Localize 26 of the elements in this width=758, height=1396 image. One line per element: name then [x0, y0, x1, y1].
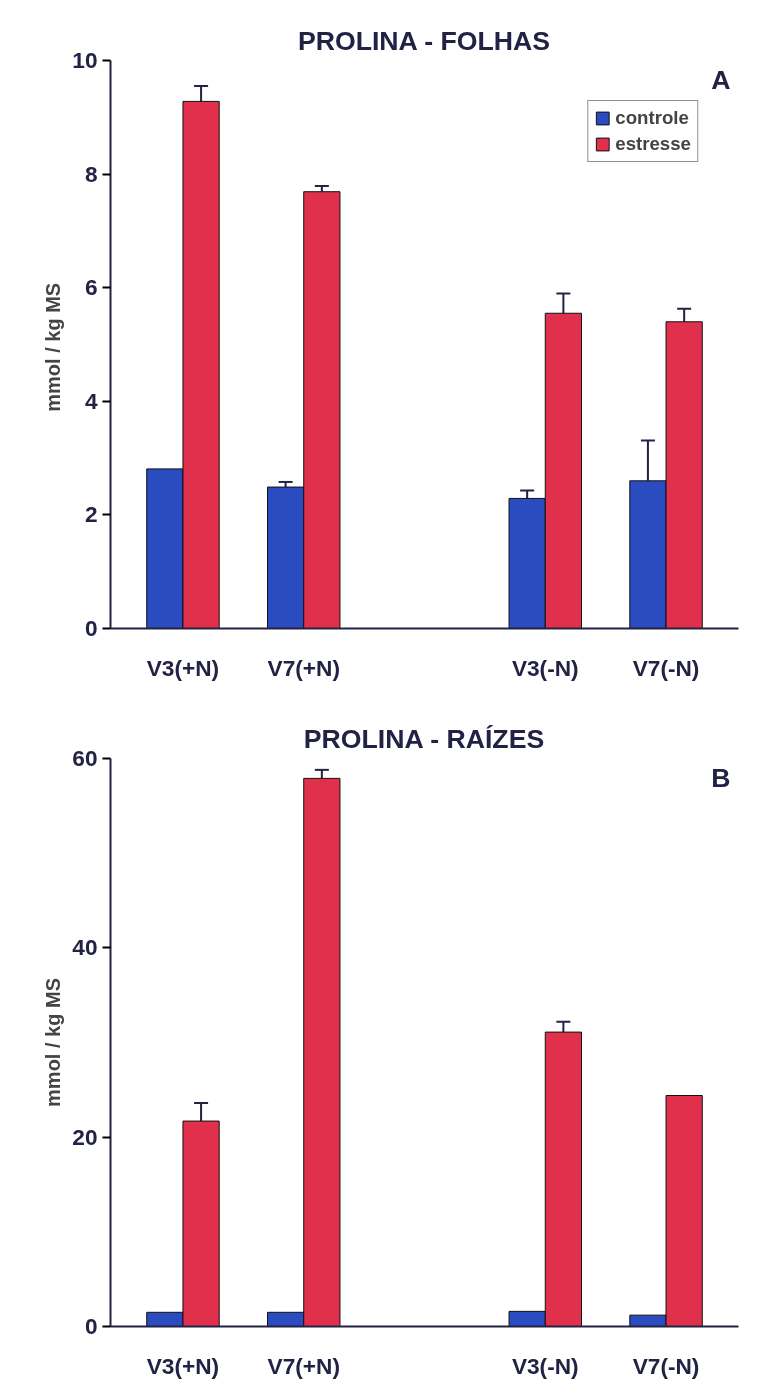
annotation: A [711, 64, 731, 95]
y-tick-label: 8 [84, 160, 98, 187]
y-tick-label: 40 [72, 934, 98, 961]
y-tick-label: 60 [72, 745, 98, 771]
y-tick-label: 2 [84, 501, 98, 528]
x-tick-label: V3(+N) [146, 1352, 220, 1379]
x-tick-label: V7(+N) [267, 654, 340, 681]
x-tick-label: V7(+N) [267, 1352, 340, 1379]
x-tick-label: V3(-N) [511, 654, 579, 681]
y-axis-title: mmol / kg MS [42, 282, 65, 412]
y-axis-title: mmol / kg MS [42, 978, 65, 1107]
annotation: B [711, 762, 731, 793]
chart-title: PROLINA - FOLHAS [297, 25, 551, 56]
x-tick-label: V7(-N) [632, 654, 700, 681]
legend-label: estresse [615, 133, 691, 155]
y-tick-label: 10 [72, 47, 98, 73]
y-tick-label: 4 [84, 387, 98, 414]
x-tick-label: V3(-N) [511, 1352, 579, 1379]
x-tick-label: V3(+N) [146, 654, 220, 681]
y-tick-label: 0 [84, 615, 98, 641]
chart-title: PROLINA - RAÍZES [303, 723, 545, 754]
y-tick-label: 20 [72, 1123, 98, 1150]
legend-label: controle [615, 107, 689, 129]
y-tick-label: 6 [84, 274, 98, 301]
x-tick-label: V7(-N) [632, 1352, 700, 1379]
y-tick-label: 0 [84, 1313, 98, 1339]
